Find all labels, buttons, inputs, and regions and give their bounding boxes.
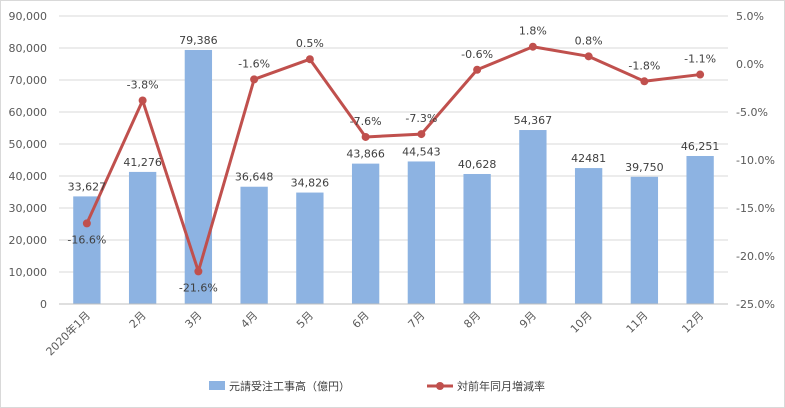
y-left-tick-label: 50,000	[9, 138, 48, 151]
y-right-tick-label: 5.0%	[736, 10, 764, 23]
line-data-label: -0.6%	[461, 48, 493, 61]
y-right-tick-label: -15.0%	[736, 202, 775, 215]
bar-data-label: 43,866	[346, 148, 385, 161]
line-data-label: 0.5%	[296, 37, 324, 50]
bar	[407, 161, 436, 304]
left-axis: 0 10,000 20,000 30,000 40,000 50,000 60,000 70,…	[9, 10, 48, 311]
bar-data-label: 42481	[571, 152, 606, 165]
line-data-label: -1.1%	[684, 53, 716, 66]
line-point	[82, 219, 91, 228]
bar-data-label: 39,750	[625, 161, 664, 174]
x-tick-label: 5月	[294, 309, 316, 331]
y-left-tick-label: 20,000	[9, 234, 48, 247]
x-tick-label: 11月	[624, 309, 651, 336]
line-path	[85, 45, 701, 273]
line-data-label: 0.8%	[575, 34, 603, 47]
x-axis: 2020年1月 2月 3月 4月 5月 6月 7月 8月 9月 10月 11月 12月	[43, 303, 728, 358]
bar	[240, 186, 268, 304]
bar-data-label: 54,367	[514, 114, 553, 127]
bar	[184, 49, 213, 305]
line-data-label: -1.6%	[238, 57, 270, 70]
line-series	[82, 42, 705, 276]
bar	[296, 192, 324, 304]
legend-bar-swatch	[209, 381, 225, 390]
gridlines	[59, 15, 728, 305]
line-data-label: -1.8%	[628, 59, 660, 72]
bar	[686, 155, 714, 304]
bar-data-label: 36,648	[235, 171, 274, 184]
line-data-label: 1.8%	[519, 25, 547, 38]
x-tick-label: 2月	[127, 309, 149, 331]
y-left-tick-label: 60,000	[9, 106, 48, 119]
bar	[630, 176, 659, 304]
y-right-tick-label: -5.0%	[736, 106, 768, 119]
bar-data-label: 34,826	[291, 177, 330, 190]
y-right-tick-label: 0.0%	[736, 58, 764, 71]
y-left-tick-label: 40,000	[9, 170, 48, 183]
x-tick-label: 4月	[238, 309, 260, 331]
line-point	[305, 55, 314, 64]
line-data-label: -16.6%	[67, 233, 106, 246]
legend-bar-label: 元請受注工事高（億円）	[229, 379, 350, 393]
line-data-labels: -16.6% -3.8% -21.6% -1.6% 0.5% -7.6% -7.3% -0.6…	[67, 25, 716, 295]
y-right-tick-label: -20.0%	[736, 250, 775, 263]
legend-line-label: 対前年同月増減率	[457, 379, 545, 393]
x-tick-label: 9月	[517, 309, 539, 331]
y-left-tick-label: 0	[40, 298, 47, 311]
line-point	[528, 42, 537, 51]
legend-line-marker	[436, 382, 444, 390]
line-point	[194, 267, 203, 276]
y-left-tick-label: 70,000	[9, 74, 48, 87]
line-data-label: -21.6%	[179, 281, 218, 294]
x-tick-label: 12月	[679, 309, 706, 336]
bar	[519, 130, 547, 304]
line-point	[640, 77, 649, 86]
line-point	[417, 130, 426, 139]
y-left-tick-label: 30,000	[9, 202, 48, 215]
line-point	[696, 70, 705, 79]
bar-data-label: 41,276	[123, 156, 162, 169]
y-right-tick-label: -10.0%	[736, 154, 775, 167]
bar-data-labels: 33,627 41,276 79,386 36,648 34,826 43,866 44,5…	[68, 34, 720, 193]
line-point	[250, 75, 259, 84]
bar-series	[73, 49, 714, 305]
bar	[73, 196, 101, 304]
right-axis: -25.0% -20.0% -15.0% -10.0% -5.0% 0.0% 5.0%	[736, 10, 775, 311]
legend: 元請受注工事高（億円） 対前年同月増減率	[209, 379, 545, 393]
bar	[463, 173, 491, 304]
line-point	[473, 65, 482, 74]
line-data-label: -7.3%	[405, 112, 437, 125]
line-point	[138, 96, 147, 105]
x-tick-label: 6月	[350, 309, 372, 331]
y-left-tick-label: 80,000	[9, 42, 48, 55]
x-tick-label: 2020年1月	[43, 308, 93, 358]
x-tick-label: 3月	[183, 309, 205, 331]
bar	[574, 168, 603, 304]
x-tick-label: 7月	[406, 309, 428, 331]
x-tick-label: 10月	[568, 309, 595, 336]
bar	[128, 171, 157, 304]
line-point	[361, 132, 370, 141]
bar-data-label: 79,386	[179, 34, 218, 47]
y-right-tick-label: -25.0%	[736, 298, 775, 311]
line-data-label: -7.6%	[350, 115, 382, 128]
bar-data-label: 40,628	[458, 158, 497, 171]
line-data-label: -3.8%	[127, 78, 159, 91]
y-left-tick-label: 10,000	[9, 266, 48, 279]
line-point	[584, 52, 593, 61]
y-left-tick-label: 90,000	[9, 10, 48, 23]
x-tick-label: 8月	[461, 309, 483, 331]
bar	[351, 163, 380, 304]
bar-data-label: 46,251	[681, 140, 720, 153]
bar-data-label: 44,543	[402, 145, 441, 158]
bar-data-label: 33,627	[68, 180, 107, 193]
